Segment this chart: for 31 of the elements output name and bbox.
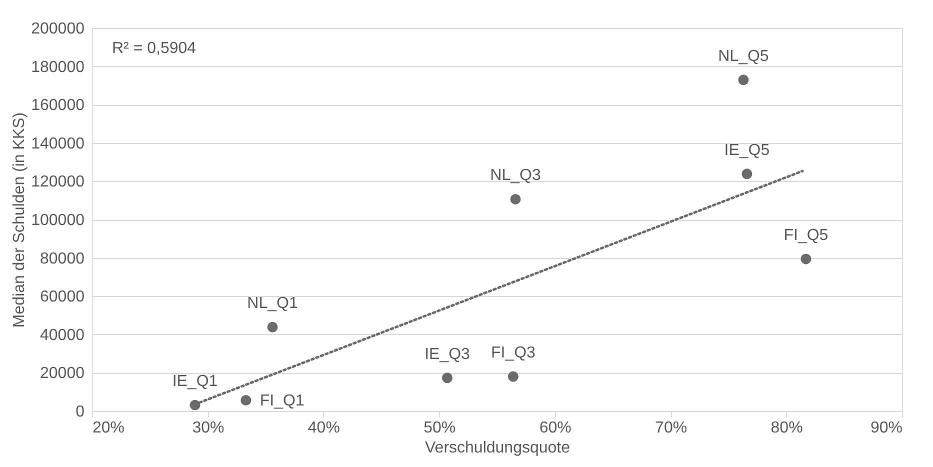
x-axis-title: Verschuldungsquote	[425, 440, 570, 456]
x-tick-label: 40%	[308, 420, 340, 436]
annotation: IE_Q5	[724, 142, 770, 159]
annotation: NL_Q5	[718, 48, 769, 65]
y-tick-label: 0	[76, 404, 85, 420]
x-tick-label: 30%	[192, 420, 224, 436]
annotation: R² = 0,5904	[112, 40, 196, 57]
annotation: IE_Q1	[172, 373, 218, 390]
y-tick-label: 60000	[40, 288, 85, 306]
y-tick-label: 80000	[40, 250, 85, 268]
x-tick-label: 90%	[870, 420, 902, 436]
annotation: IE_Q3	[424, 346, 470, 363]
y-tick-label: 20000	[40, 365, 85, 382]
annotation: FI_Q5	[784, 226, 828, 244]
y-tick-label: 100000	[31, 212, 85, 229]
y-tick-label: 180000	[31, 58, 85, 76]
y-tick-label: 40000	[40, 326, 85, 344]
y-tick-label: 160000	[31, 97, 85, 114]
y-tick-label: 120000	[31, 174, 85, 191]
y-axis-title: Median der Schulden (in KKS)	[11, 112, 28, 328]
annotation: FI_Q1	[260, 392, 304, 410]
y-tick-label: 200000	[31, 20, 85, 38]
annotation: NL_Q3	[490, 167, 541, 184]
x-tick-label: 50%	[424, 420, 456, 436]
annotation: FI_Q3	[490, 344, 536, 362]
x-tick-label: 20%	[92, 420, 125, 436]
x-tick-label: 60%	[539, 420, 572, 436]
annotation: NL_Q1	[247, 295, 298, 312]
y-tick-label: 140000	[31, 135, 85, 152]
x-tick-label: 80%	[770, 420, 803, 436]
x-tick-label: 70%	[655, 420, 688, 436]
